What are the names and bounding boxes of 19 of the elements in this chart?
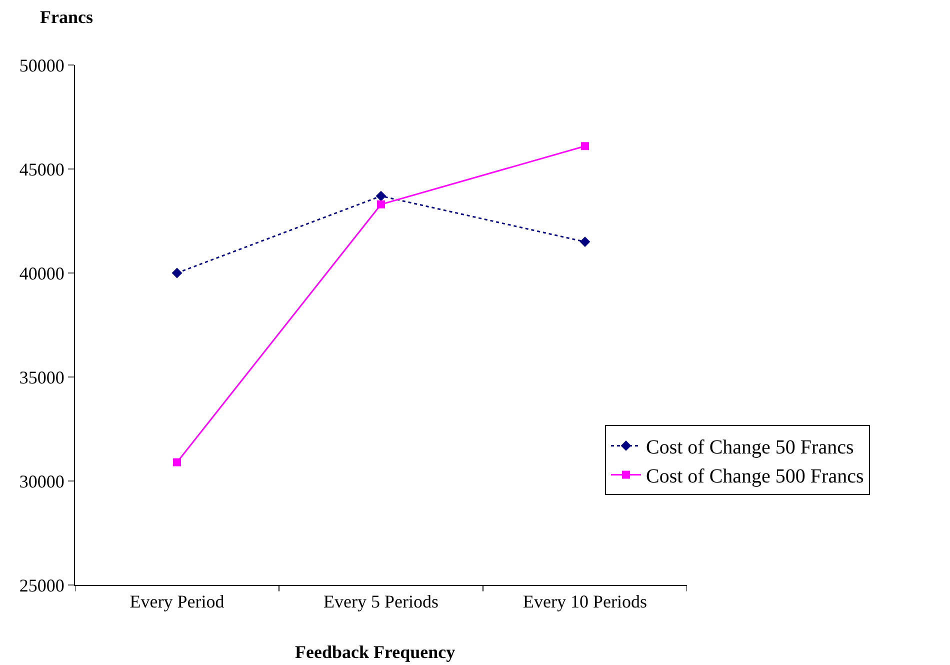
- point: [377, 200, 385, 208]
- x-axis-title: Feedback Frequency: [295, 642, 456, 662]
- legend-label: Cost of Change 500 Francs: [646, 466, 864, 488]
- point: [581, 142, 589, 150]
- y-tick-label: 30000: [19, 471, 64, 492]
- legend-label: Cost of Change 50 Francs: [646, 436, 854, 458]
- y-tick-label: 25000: [19, 575, 64, 596]
- point: [173, 458, 181, 466]
- y-tick-label: 50000: [19, 55, 64, 76]
- x-tick-label: Every 5 Periods: [324, 592, 438, 612]
- y-tick-label: 45000: [19, 159, 64, 180]
- point: [580, 236, 590, 247]
- x-tick-label: Every Period: [130, 592, 224, 612]
- point: [172, 268, 182, 278]
- y-tick-label: 35000: [19, 367, 64, 388]
- x-tick-label: Every 10 Periods: [523, 592, 647, 612]
- y-axis-title: Francs: [40, 7, 93, 27]
- point: [376, 190, 386, 202]
- y-tick-label: 40000: [19, 263, 64, 284]
